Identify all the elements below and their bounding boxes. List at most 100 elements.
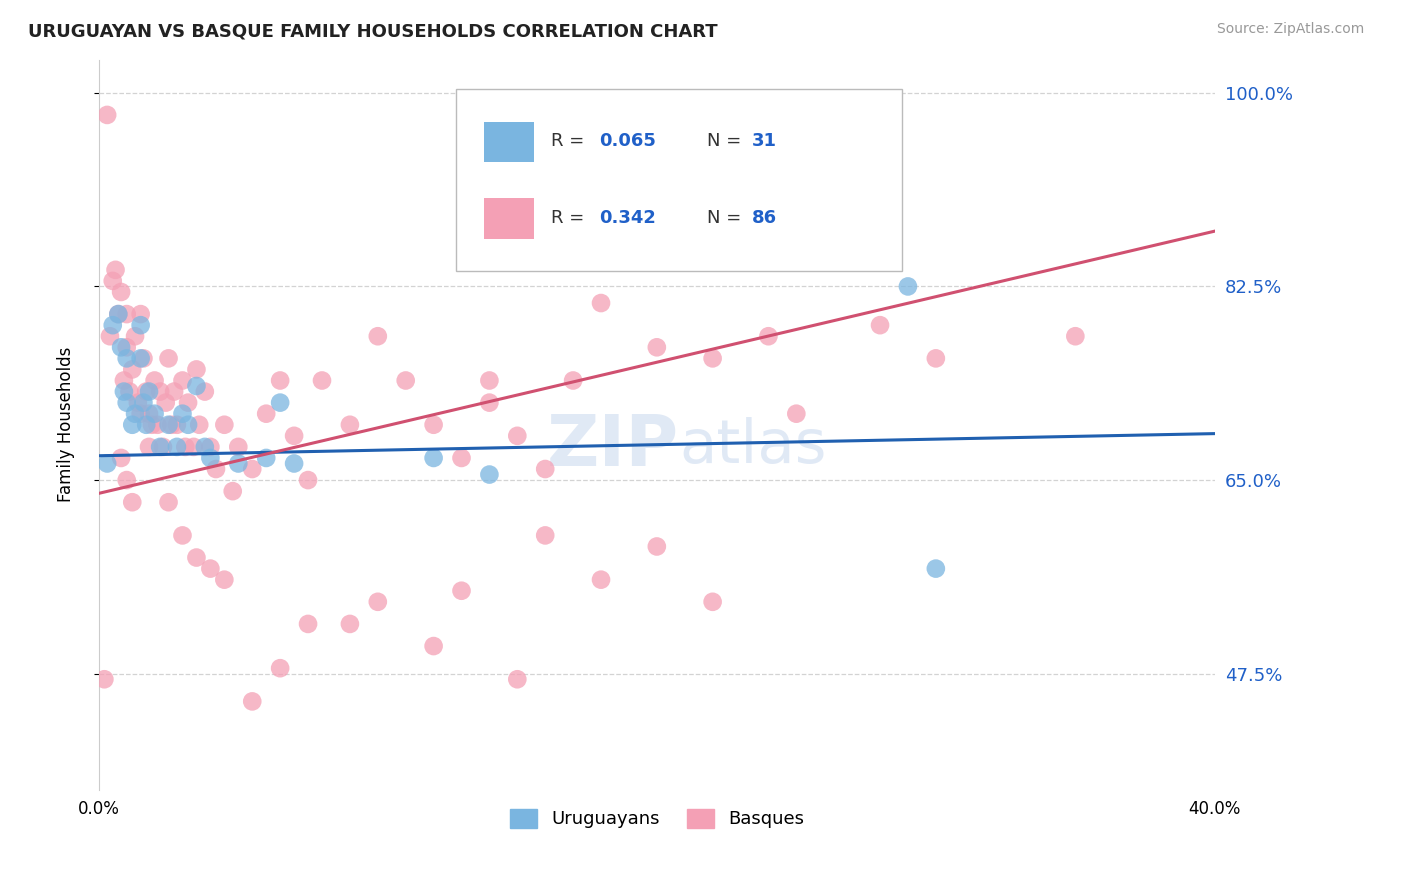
Point bbox=[157, 495, 180, 509]
Text: 86: 86 bbox=[752, 209, 778, 227]
Point bbox=[149, 440, 172, 454]
Point bbox=[157, 351, 180, 366]
Text: N =: N = bbox=[707, 209, 747, 227]
Point bbox=[214, 417, 236, 432]
Point bbox=[367, 329, 389, 343]
Point bbox=[129, 351, 152, 366]
Text: N =: N = bbox=[707, 132, 747, 151]
Point bbox=[589, 296, 612, 310]
Point bbox=[146, 417, 169, 432]
Text: ZIP: ZIP bbox=[547, 412, 679, 481]
Point bbox=[283, 457, 305, 471]
Text: URUGUAYAN VS BASQUE FAMILY HOUSEHOLDS CORRELATION CHART: URUGUAYAN VS BASQUE FAMILY HOUSEHOLDS CO… bbox=[28, 22, 717, 40]
Point bbox=[132, 351, 155, 366]
Point bbox=[149, 384, 172, 399]
Point bbox=[186, 379, 208, 393]
Point bbox=[166, 440, 188, 454]
Point bbox=[98, 329, 121, 343]
Point bbox=[222, 484, 245, 499]
FancyBboxPatch shape bbox=[484, 198, 534, 238]
Point bbox=[869, 318, 891, 333]
Point bbox=[129, 407, 152, 421]
Point bbox=[1064, 329, 1087, 343]
Point bbox=[124, 329, 146, 343]
Point bbox=[297, 616, 319, 631]
Point bbox=[166, 417, 188, 432]
Point bbox=[645, 540, 668, 554]
Point bbox=[143, 374, 166, 388]
Point bbox=[478, 374, 501, 388]
Text: Source: ZipAtlas.com: Source: ZipAtlas.com bbox=[1216, 22, 1364, 37]
Point bbox=[450, 450, 472, 465]
Point bbox=[534, 462, 557, 476]
Point bbox=[702, 595, 724, 609]
Point bbox=[194, 440, 217, 454]
Text: 31: 31 bbox=[752, 132, 776, 151]
Point bbox=[186, 550, 208, 565]
Point bbox=[200, 440, 222, 454]
Point bbox=[478, 467, 501, 482]
Point bbox=[269, 395, 291, 409]
Point bbox=[101, 274, 124, 288]
Point bbox=[104, 263, 127, 277]
Point bbox=[138, 407, 160, 421]
Text: R =: R = bbox=[551, 209, 589, 227]
Point bbox=[110, 340, 132, 354]
Point bbox=[422, 417, 444, 432]
Point bbox=[339, 616, 361, 631]
Point bbox=[240, 694, 263, 708]
Point bbox=[93, 673, 115, 687]
Point bbox=[205, 462, 228, 476]
Point bbox=[254, 450, 277, 465]
Point bbox=[163, 384, 186, 399]
Point bbox=[177, 417, 200, 432]
Point bbox=[422, 639, 444, 653]
Point bbox=[110, 450, 132, 465]
Point bbox=[589, 573, 612, 587]
Point bbox=[141, 417, 163, 432]
Point bbox=[127, 395, 149, 409]
Point bbox=[124, 407, 146, 421]
Point bbox=[135, 384, 157, 399]
Point bbox=[115, 395, 138, 409]
Point bbox=[115, 307, 138, 321]
Point bbox=[200, 450, 222, 465]
Point bbox=[367, 595, 389, 609]
Point bbox=[645, 340, 668, 354]
Point bbox=[506, 673, 529, 687]
Point bbox=[925, 351, 948, 366]
Point bbox=[254, 407, 277, 421]
Point bbox=[118, 384, 141, 399]
Text: atlas: atlas bbox=[679, 417, 827, 476]
Point bbox=[785, 407, 807, 421]
Point bbox=[702, 351, 724, 366]
Point bbox=[135, 417, 157, 432]
Y-axis label: Family Households: Family Households bbox=[58, 347, 75, 502]
Point bbox=[172, 374, 194, 388]
Point bbox=[506, 429, 529, 443]
Point bbox=[138, 384, 160, 399]
Point bbox=[186, 362, 208, 376]
Point bbox=[157, 417, 180, 432]
Point bbox=[115, 351, 138, 366]
Point bbox=[121, 362, 143, 376]
Point bbox=[152, 440, 174, 454]
Point bbox=[174, 440, 197, 454]
Point bbox=[121, 495, 143, 509]
Point bbox=[129, 307, 152, 321]
Point bbox=[96, 108, 118, 122]
Point bbox=[194, 384, 217, 399]
Text: 0.342: 0.342 bbox=[599, 209, 655, 227]
Point bbox=[96, 457, 118, 471]
Point bbox=[172, 528, 194, 542]
Point bbox=[110, 285, 132, 299]
Point bbox=[478, 395, 501, 409]
Point bbox=[297, 473, 319, 487]
FancyBboxPatch shape bbox=[456, 89, 903, 271]
Point bbox=[534, 528, 557, 542]
Point bbox=[562, 374, 585, 388]
Text: R =: R = bbox=[551, 132, 589, 151]
Point bbox=[143, 407, 166, 421]
Point bbox=[240, 462, 263, 476]
Point bbox=[115, 473, 138, 487]
